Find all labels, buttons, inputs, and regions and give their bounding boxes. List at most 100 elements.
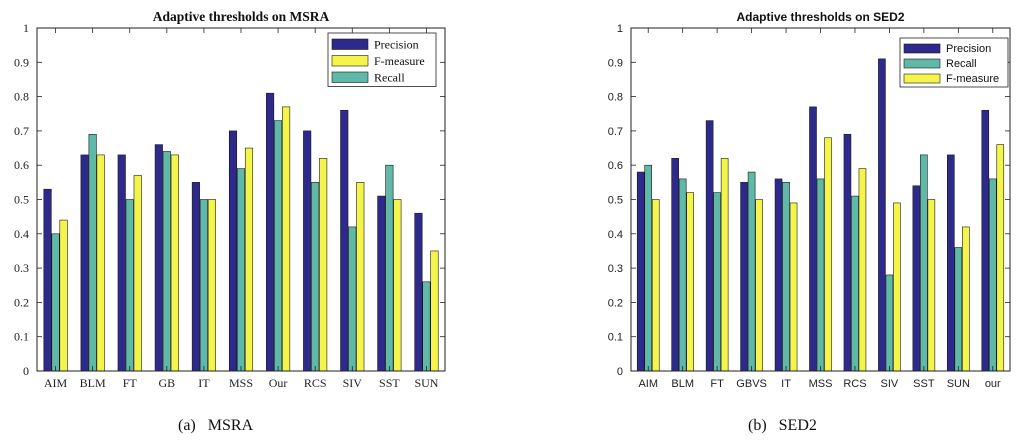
y-tick-label: 0.5	[608, 195, 623, 207]
legend-swatch	[331, 71, 369, 83]
caption-a-label: (a)	[178, 417, 196, 434]
y-tick-label: 1	[617, 23, 623, 35]
x-tick-label: SIV	[343, 376, 363, 390]
bar-f-measure-sst	[927, 199, 936, 372]
x-tick-label: MSS	[809, 378, 833, 390]
bar-recall-sun	[422, 281, 431, 372]
bar-recall-gbvs	[747, 171, 756, 372]
y-tick-label: 0.7	[608, 126, 623, 138]
bar-precision-sun	[414, 212, 423, 372]
bar-precision-our	[981, 110, 990, 372]
bar-f-measure-ft	[720, 158, 729, 372]
caption-a: (a) MSRA	[178, 417, 253, 435]
bar-f-measure-siv	[893, 202, 901, 372]
bar-recall-siv	[885, 274, 894, 372]
bar-f-measure-sun	[962, 226, 970, 372]
y-tick-label: 0.1	[14, 330, 29, 344]
bar-precision-rcs	[843, 134, 852, 372]
bar-precision-sst	[912, 185, 921, 372]
bar-recall-aim	[644, 164, 653, 372]
y-tick-label: 0.2	[14, 295, 29, 309]
x-tick-label: GBVS	[736, 378, 767, 390]
legend-swatch	[903, 43, 941, 54]
chart-title: Adaptive thresholds on SED2	[736, 10, 904, 24]
y-tick-label: 0	[617, 366, 623, 378]
bar-precision-siv	[340, 110, 349, 372]
bar-precision-sst	[377, 195, 386, 372]
bar-f-measure-siv	[356, 182, 365, 372]
bar-precision-siv	[878, 58, 886, 372]
legend-swatch	[903, 58, 941, 69]
bar-precision-ft	[705, 120, 714, 372]
caption-b-label: (b)	[748, 417, 767, 434]
bar-recall-ft	[713, 192, 721, 372]
x-tick-label: BLM	[80, 376, 106, 390]
bar-f-measure-aim	[59, 219, 68, 372]
y-tick-label: 0	[23, 364, 29, 378]
x-tick-label: SIV	[881, 378, 899, 390]
bar-recall-rcs	[311, 182, 320, 372]
x-tick-label: MSS	[229, 376, 253, 390]
y-tick-label: 0.3	[608, 263, 623, 275]
y-tick-label: 0.6	[14, 158, 29, 172]
bar-recall-our	[988, 178, 997, 372]
x-tick-label: BLM	[671, 378, 694, 390]
x-tick-label: our	[985, 378, 1001, 390]
bar-f-measure-sun	[430, 250, 439, 372]
bar-precision-blm	[671, 158, 679, 372]
caption-a-text: MSRA	[207, 417, 254, 434]
x-tick-label: SST	[379, 376, 400, 390]
x-tick-label: AIM	[44, 376, 68, 390]
bar-recall-aim	[51, 233, 60, 372]
bar-recall-sst	[385, 164, 394, 372]
bar-recall-mss	[816, 178, 825, 372]
bar-precision-it	[774, 178, 783, 372]
bar-precision-blm	[80, 154, 89, 372]
legend-label: Recall	[374, 71, 405, 85]
bar-recall-siv	[348, 226, 357, 372]
x-tick-label: SUN	[414, 376, 438, 390]
bar-recall-it	[782, 182, 790, 372]
y-tick-label: 0.7	[14, 124, 29, 138]
y-tick-label: 0.5	[14, 193, 29, 207]
x-tick-label: FT	[710, 378, 724, 390]
bar-f-measure-rcs	[858, 168, 867, 372]
bar-f-measure-rcs	[319, 158, 328, 372]
bar-f-measure-aim	[651, 199, 660, 372]
bar-precision-gbvs	[740, 182, 748, 372]
y-tick-label: 0.2	[608, 297, 623, 309]
x-tick-label: IT	[781, 378, 791, 390]
x-tick-label: RCS	[843, 378, 866, 390]
bar-f-measure-blm	[686, 192, 694, 372]
caption-b: (b) SED2	[748, 417, 817, 435]
x-tick-label: GB	[158, 376, 175, 390]
bar-precision-sun	[947, 154, 955, 372]
y-tick-label: 0.8	[608, 92, 623, 104]
bar-precision-mss	[809, 106, 817, 372]
legend-label: Recall	[946, 58, 977, 70]
plot-frame	[630, 27, 1011, 372]
bar-precision-aim	[636, 171, 645, 372]
bar-f-measure-gbvs	[755, 199, 763, 372]
y-tick-label: 0.4	[14, 227, 29, 241]
y-tick-label: 1	[23, 21, 29, 35]
bar-f-measure-gb	[170, 154, 179, 372]
legend-label: Precision	[374, 38, 419, 52]
x-tick-label: RCS	[304, 376, 327, 390]
x-tick-label: AIM	[638, 378, 658, 390]
y-tick-label: 0.3	[14, 261, 29, 275]
bar-recall-blm	[678, 178, 687, 372]
bar-f-measure-mss	[824, 137, 832, 372]
plot-frame	[36, 27, 446, 372]
bar-precision-our	[266, 92, 275, 372]
bar-recall-our	[274, 120, 283, 372]
bar-recall-it	[199, 199, 208, 372]
bar-precision-gb	[154, 144, 163, 372]
bar-precision-ft	[117, 154, 126, 372]
legend-swatch	[903, 73, 941, 84]
x-tick-label: Our	[269, 376, 288, 390]
bar-f-measure-it	[207, 199, 216, 372]
y-tick-label: 0.8	[14, 90, 29, 104]
chart-2: Adaptive thresholds on SED2 0 0.1 0.2 0.3 0.4…	[608, 10, 1011, 390]
